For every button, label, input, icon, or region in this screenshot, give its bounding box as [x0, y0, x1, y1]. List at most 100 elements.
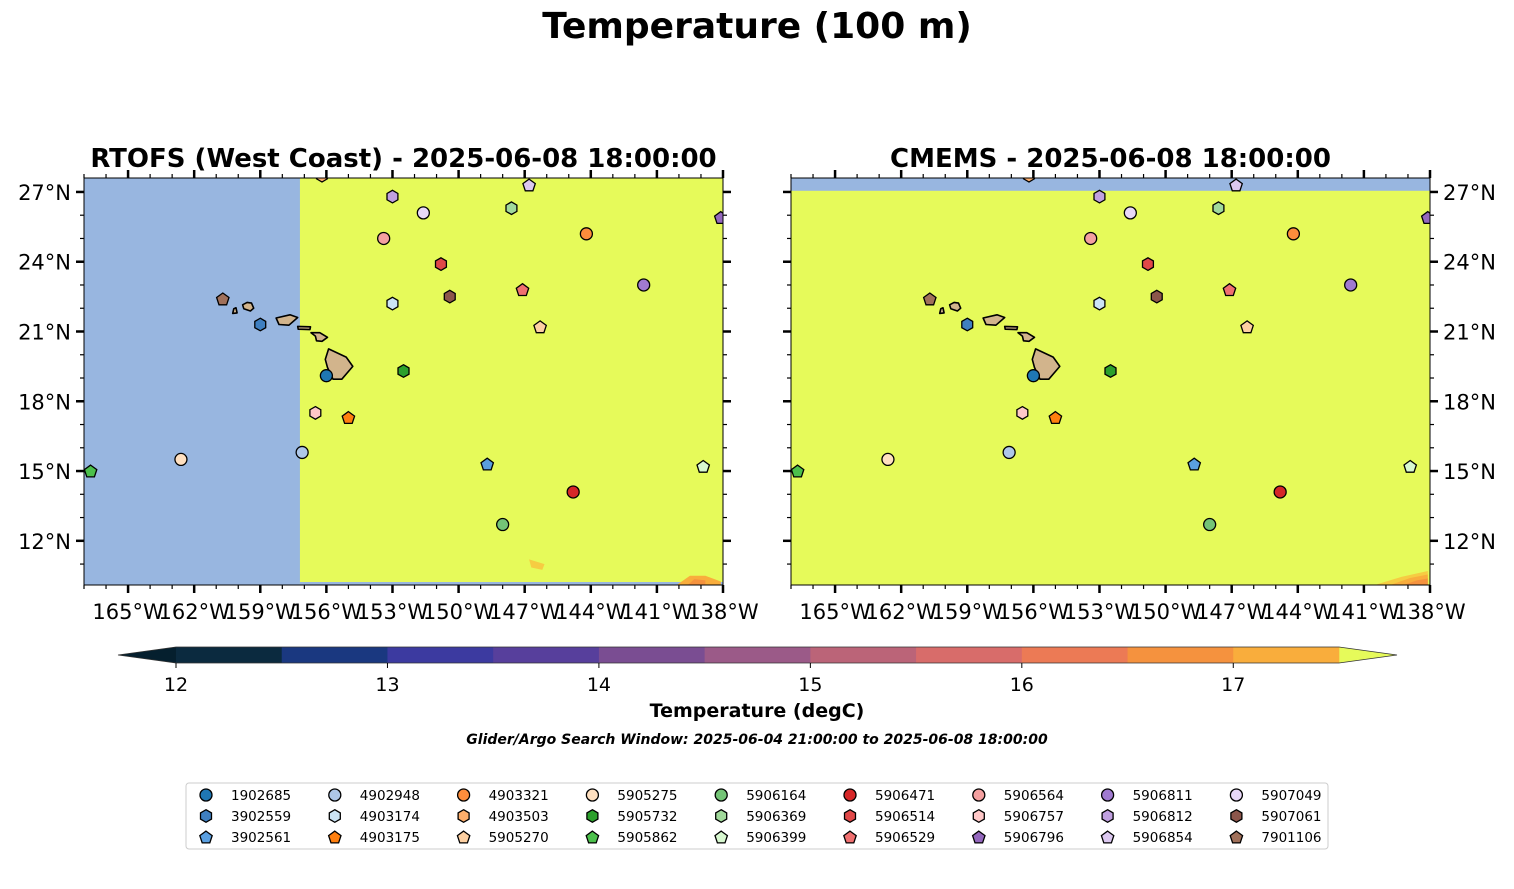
- float-marker-5906514: [1141, 257, 1155, 272]
- colorbar-bin: [387, 647, 494, 663]
- float-marker-7901106: [215, 292, 230, 306]
- legend-marker: [456, 788, 471, 802]
- island-land: [982, 314, 1006, 326]
- x-tick-label: 150°W: [1130, 600, 1202, 624]
- legend-label: 1902685: [231, 788, 291, 804]
- float-marker-5906796: [713, 210, 723, 225]
- y-tick-label: 15°N: [1443, 460, 1496, 484]
- float-marker-5906757: [1016, 405, 1029, 420]
- legend-item: 3902561: [199, 830, 291, 846]
- legend-label: 5906529: [875, 830, 935, 846]
- island-land: [1017, 331, 1036, 343]
- legend-label: 5906514: [875, 809, 935, 825]
- y-tick-label: 24°N: [18, 251, 71, 275]
- legend-item: 5905270: [456, 830, 549, 846]
- map-field: [84, 178, 723, 585]
- legend-label: 5906854: [1133, 830, 1193, 846]
- float-marker-5906812: [1093, 189, 1106, 204]
- legend-marker: [714, 788, 728, 802]
- island-land: [275, 314, 299, 326]
- legend-marker: [715, 808, 728, 824]
- float-marker-5905862: [791, 464, 805, 478]
- float-marker-5905732: [397, 363, 410, 379]
- colorbar-extend-high: [1339, 647, 1397, 663]
- colorbar-extend-low: [118, 647, 176, 663]
- float-marker-5906529: [515, 282, 530, 297]
- y-tick-label: 12°N: [1443, 530, 1496, 554]
- y-tick-label: 12°N: [18, 530, 71, 554]
- legend-label: 5907049: [1261, 788, 1321, 804]
- x-tick-label: 153°W: [357, 600, 429, 624]
- legend-label: 4903174: [360, 809, 420, 825]
- float-marker-5906812: [386, 189, 399, 204]
- legend-label: 5906812: [1133, 809, 1193, 825]
- float-marker-5906399: [1403, 459, 1418, 473]
- legend-marker: [972, 808, 985, 824]
- legend-item: 5906164: [714, 788, 806, 804]
- x-tick-label: 147°W: [489, 600, 561, 624]
- y-tick-label: 18°N: [1443, 390, 1496, 414]
- legend-marker: [585, 788, 600, 802]
- x-tick-label: 138°W: [687, 600, 759, 624]
- nodata-region: [84, 178, 300, 585]
- legend-marker: [972, 788, 986, 802]
- warm-patch: [1403, 578, 1428, 585]
- float-marker-4903175: [341, 410, 356, 425]
- colorbar-bin: [1233, 647, 1340, 663]
- x-tick-label: 147°W: [1196, 600, 1268, 624]
- legend-marker: [585, 830, 600, 844]
- y-tick-label: 21°N: [1443, 320, 1496, 344]
- x-tick-label: 150°W: [423, 600, 495, 624]
- float-marker-5907061: [1150, 289, 1163, 304]
- legend-marker: [586, 808, 599, 824]
- legend-item: 7901106: [1229, 830, 1322, 846]
- y-tick-label: 15°N: [18, 460, 71, 484]
- legend-item: 4903174: [328, 808, 420, 825]
- y-tick-label: 27°N: [1443, 181, 1496, 205]
- legend-marker: [1100, 788, 1115, 802]
- legend-item: 5906564: [972, 788, 1064, 804]
- float-marker-5906564: [377, 231, 391, 246]
- warm-patch: [687, 579, 706, 585]
- float-marker-5906399: [696, 459, 711, 473]
- legend-label: 5906564: [1004, 788, 1064, 804]
- panel-title: RTOFS (West Coast) - 2025-06-08 18:00:00: [90, 144, 716, 174]
- float-marker-5906471: [566, 485, 580, 499]
- legend-item: 5906399: [714, 830, 806, 846]
- legend-label: 5906471: [875, 788, 935, 804]
- legend-label: 5906757: [1004, 809, 1064, 825]
- island-land: [938, 307, 945, 315]
- legend-label: 4903503: [489, 809, 549, 825]
- legend-item: 5905732: [586, 808, 678, 825]
- legend-marker: [457, 808, 470, 824]
- colorbar-tick-label: 13: [375, 674, 399, 696]
- legend-marker: [1229, 788, 1244, 802]
- colorbar-tick-label: 12: [164, 674, 188, 696]
- float-marker-5906164: [496, 517, 510, 532]
- legend-item: 4903321: [456, 788, 549, 804]
- legend-item: 5907049: [1229, 788, 1322, 804]
- legend-label: 3902561: [231, 830, 291, 846]
- map-frame: [790, 177, 1431, 586]
- legend-marker: [199, 830, 213, 844]
- float-marker-5905275: [881, 452, 895, 467]
- y-tick-label: 18°N: [18, 390, 71, 414]
- x-tick-label: 153°W: [1064, 600, 1136, 624]
- float-marker-5906471: [1273, 485, 1287, 499]
- panel-title: CMEMS - 2025-06-08 18:00:00: [890, 144, 1331, 174]
- legend: 1902685 3902559 3902561 4902948 4903174 49031…: [185, 782, 1329, 850]
- legend-marker: [843, 788, 857, 802]
- map-frame: [83, 177, 724, 586]
- x-tick-label: 141°W: [1328, 600, 1400, 624]
- x-tick-label: 156°W: [291, 600, 363, 624]
- legend-item: 4903503: [457, 808, 549, 825]
- x-tick-label: 144°W: [1262, 600, 1334, 624]
- temperature-field: [791, 178, 1430, 585]
- x-tick-label: 162°W: [865, 600, 937, 624]
- legend-label: 5905270: [489, 830, 549, 846]
- colorbar-tick-label: 17: [1221, 674, 1245, 696]
- legend-label: 5905275: [617, 788, 677, 804]
- colorbar-bin: [1339, 647, 1340, 663]
- float-marker-5907061: [443, 289, 456, 304]
